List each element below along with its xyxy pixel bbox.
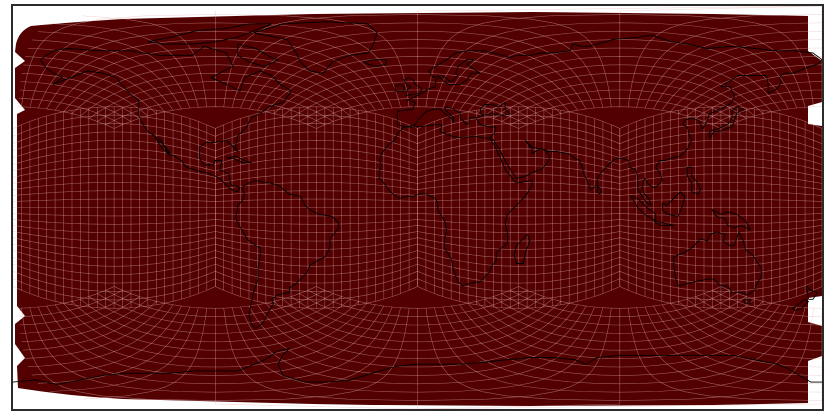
grid-line [21, 298, 148, 342]
grid-line [82, 308, 208, 400]
grid-line [720, 106, 822, 129]
coastline-baja [154, 135, 171, 157]
grid-line [493, 81, 747, 119]
grid-line [18, 106, 115, 129]
coastline-europe-asia [396, 34, 822, 206]
coastline-antarctica [13, 348, 822, 385]
coastline-baffin [237, 43, 279, 67]
grid-line [290, 296, 545, 334]
grid-line [215, 131, 418, 152]
grid-line [38, 31, 191, 109]
grid-line [13, 139, 216, 159]
coastline-north-america [39, 45, 293, 193]
coastline-borneo [661, 191, 686, 217]
grid-line [501, 293, 738, 326]
grid-line [13, 106, 216, 129]
coastline-ireland [394, 83, 405, 92]
coastlines [13, 21, 822, 385]
grid-line [215, 139, 418, 159]
grid-line [25, 56, 165, 112]
grid-line [31, 305, 182, 376]
grid-line [215, 114, 418, 137]
grid-line [417, 114, 620, 137]
coastline-sumatra [630, 195, 657, 222]
coastline-madagascar [513, 234, 531, 264]
coastline-cuba [226, 155, 252, 164]
grid-field [15, 12, 822, 406]
coastline-new-guinea [711, 209, 751, 231]
grid-line [417, 139, 620, 159]
grid-line [619, 114, 822, 137]
grid-line [417, 6, 822, 107]
coastline-new-zealand-south [792, 298, 809, 311]
grid-line [82, 15, 208, 107]
coastline-africa [378, 124, 533, 287]
grid-line [417, 123, 620, 144]
coastline-australia [673, 231, 762, 296]
grid-line [19, 293, 132, 326]
coastline-greenland [253, 21, 378, 74]
map-frame [11, 4, 824, 411]
grid-line [18, 289, 123, 317]
grid-line [20, 296, 140, 334]
coastline-japan [709, 106, 744, 139]
grid-line [13, 114, 216, 137]
coastline-new-zealand [805, 285, 818, 300]
coastline-java [653, 220, 675, 226]
grid-line [316, 286, 519, 309]
grid-line [299, 293, 536, 326]
grid-line [19, 89, 132, 122]
grid-line [20, 81, 140, 119]
grid-line [18, 98, 123, 126]
grid-line [501, 89, 738, 122]
grid-line [619, 123, 822, 144]
grid-line [518, 106, 722, 129]
grid-line [50, 23, 199, 108]
grid-line [38, 306, 191, 384]
grid-line [619, 139, 822, 159]
grid-line [215, 106, 418, 129]
grid-line [493, 296, 747, 334]
cubed-sphere-grid-lines [13, 6, 822, 409]
grid-line [21, 73, 148, 117]
grid-line [417, 131, 620, 152]
grid-line [25, 303, 165, 359]
grid-line [510, 98, 730, 126]
grid-line [13, 123, 216, 144]
coastline-arctic-islands [147, 23, 272, 45]
grid-line [518, 286, 722, 309]
grid-line [27, 304, 174, 368]
grid-line [13, 131, 216, 152]
coastline-iceland [363, 59, 387, 67]
grid-line [27, 47, 174, 111]
coastline-south-america [235, 180, 340, 329]
grid-line [23, 301, 157, 351]
grid-line [31, 39, 182, 110]
world-map[interactable] [13, 6, 822, 409]
coastline-britain [403, 77, 423, 97]
grid-line [18, 286, 115, 309]
grid-line [510, 289, 730, 317]
coastline-sri-lanka [596, 184, 603, 195]
coastline-tasmania [742, 298, 751, 305]
grid-line [23, 64, 157, 114]
grid-line [619, 131, 822, 152]
grid-line [703, 89, 822, 122]
grid-line [307, 289, 528, 317]
grid-line [619, 106, 822, 129]
grid-line [50, 307, 199, 392]
grid-line [712, 98, 822, 126]
grid-line [282, 298, 553, 343]
coastline-philippines [686, 166, 702, 195]
grid-line [215, 123, 418, 144]
